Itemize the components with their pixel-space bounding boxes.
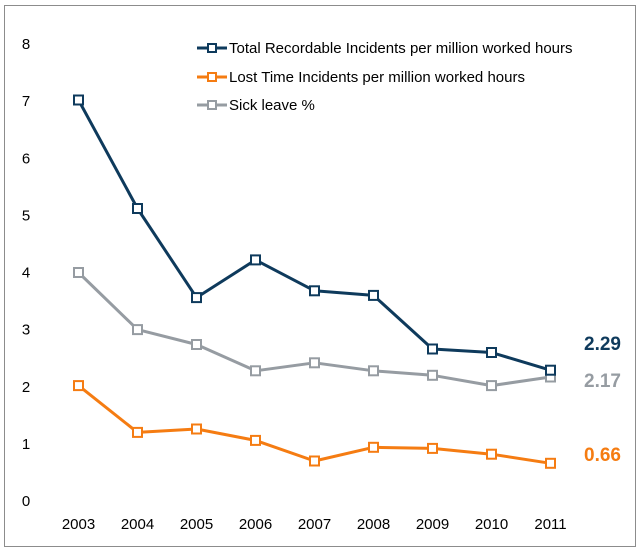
y-tick-label: 4 xyxy=(22,265,30,282)
series-0 xyxy=(73,94,556,376)
end-label-lost-time: 0.66 xyxy=(584,445,621,466)
x-tick-label: 2006 xyxy=(239,516,272,533)
legend-item-total-recordable: Total Recordable Incidents per million w… xyxy=(197,40,573,57)
x-tick-label: 2008 xyxy=(357,516,390,533)
y-tick-label: 6 xyxy=(22,150,30,167)
legend-item-sick-leave: Sick leave % xyxy=(197,97,315,114)
x-tick-label: 2011 xyxy=(534,516,566,533)
y-tick-label: 3 xyxy=(22,322,30,339)
series-1 xyxy=(73,380,556,469)
legend-item-lost-time: Lost Time Incidents per million worked h… xyxy=(197,69,525,86)
legend-label-lost-time: Lost Time Incidents per million worked h… xyxy=(229,69,525,86)
legend-marker-sick-leave xyxy=(207,100,217,110)
y-tick-label: 0 xyxy=(22,493,30,510)
legend-label-total-recordable: Total Recordable Incidents per million w… xyxy=(229,40,573,57)
legend-marker-total-recordable xyxy=(207,43,217,53)
y-tick-label: 5 xyxy=(22,207,30,224)
x-tick-label: 2007 xyxy=(298,516,331,533)
data-point xyxy=(427,369,438,381)
data-point xyxy=(427,442,438,454)
data-point xyxy=(486,347,497,358)
data-point xyxy=(368,289,379,301)
axes: 0 1 2 3 4 5 6 7 8 2003 2004 2005 2006 2007 2008 2009 201… xyxy=(22,36,567,533)
data-point xyxy=(191,423,202,435)
data-point xyxy=(250,365,261,377)
data-point xyxy=(132,203,143,214)
data-point xyxy=(250,434,261,446)
end-label-sick-leave: 2.17 xyxy=(584,371,621,392)
x-tick-label: 2003 xyxy=(62,516,95,533)
data-point xyxy=(309,285,320,297)
data-point xyxy=(486,448,497,460)
x-tick-label: 2010 xyxy=(475,516,508,533)
end-label-total-recordable: 2.29 xyxy=(584,334,621,355)
x-tick-label: 2009 xyxy=(416,516,449,533)
series-layer xyxy=(73,94,556,469)
series-line xyxy=(77,99,551,372)
data-point xyxy=(73,380,84,392)
series-line xyxy=(77,384,551,465)
data-point xyxy=(73,94,84,106)
data-point xyxy=(132,426,143,438)
data-point xyxy=(486,380,497,392)
x-tick-label: 2005 xyxy=(180,516,213,533)
data-point xyxy=(368,441,379,453)
y-tick-label: 2 xyxy=(22,379,30,396)
data-point xyxy=(309,357,320,369)
legend-marker-lost-time xyxy=(207,72,217,82)
data-point xyxy=(368,365,379,377)
data-point xyxy=(191,292,202,304)
data-point xyxy=(250,254,261,266)
y-tick-label: 1 xyxy=(22,436,30,453)
legend-label-sick-leave: Sick leave % xyxy=(229,97,315,114)
end-labels: 2.29 2.17 0.66 xyxy=(584,334,621,466)
y-tick-label: 7 xyxy=(22,93,30,110)
data-point xyxy=(132,324,143,336)
data-point xyxy=(309,455,320,467)
data-point xyxy=(545,457,556,469)
data-point xyxy=(427,343,438,355)
data-point xyxy=(191,339,202,350)
x-tick-label: 2004 xyxy=(121,516,154,533)
y-tick-label: 8 xyxy=(22,36,30,53)
legend: Total Recordable Incidents per million w… xyxy=(197,40,573,114)
data-point xyxy=(545,364,556,376)
data-point xyxy=(73,267,84,278)
